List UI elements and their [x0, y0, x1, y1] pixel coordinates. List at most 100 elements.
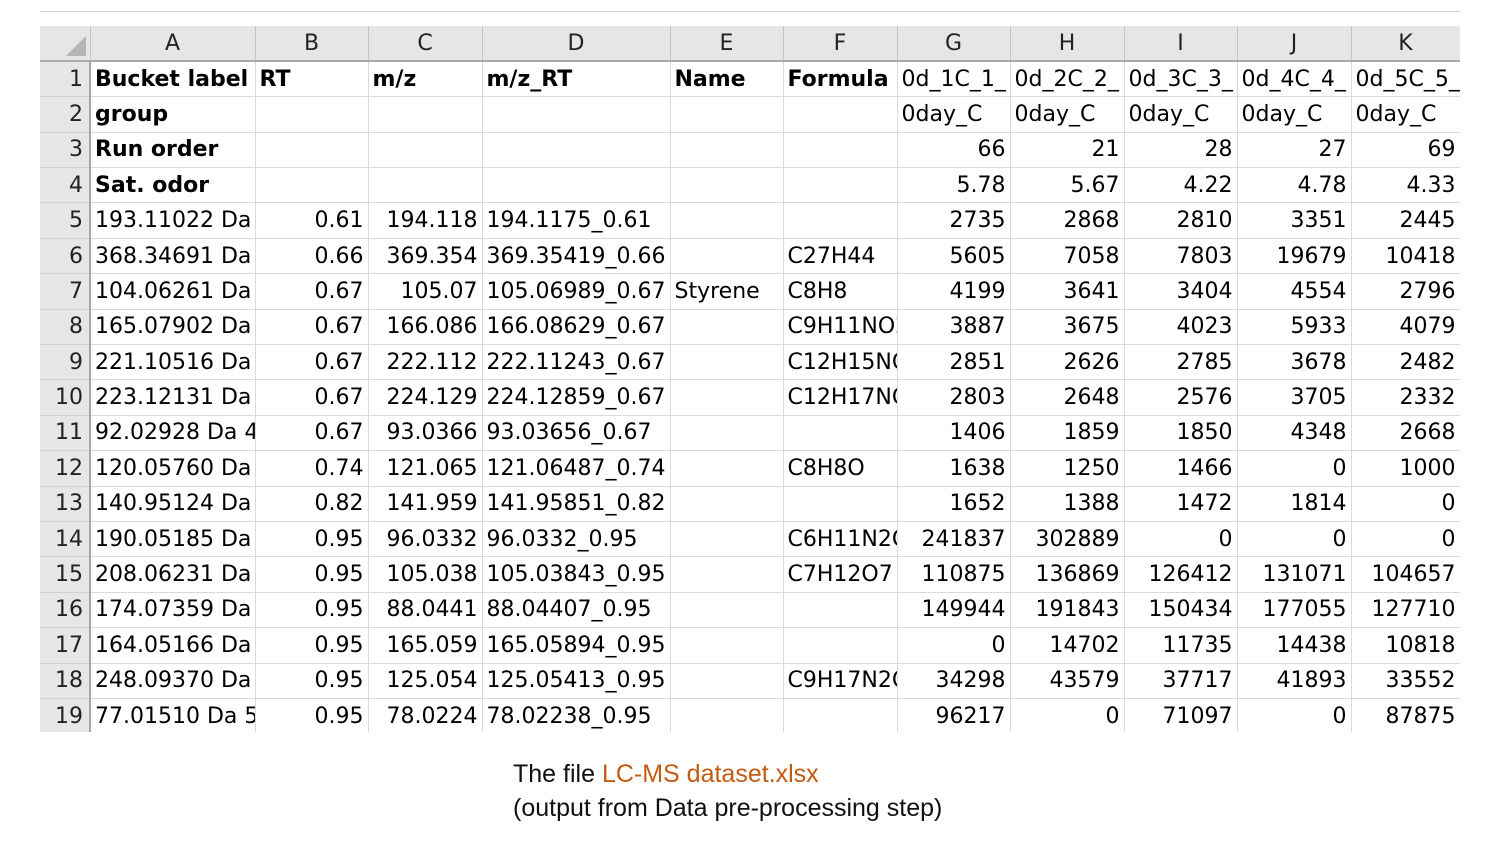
cell-d1[interactable]: m/z_RT [482, 61, 671, 98]
cell-b10[interactable]: 0.67 [255, 379, 369, 416]
cell-a10[interactable]: 223.12131 Da 4 [90, 379, 256, 416]
cell-d12[interactable]: 121.06487_0.74 [482, 450, 671, 487]
cell-f12[interactable]: C8H8O [783, 450, 898, 487]
cell-b8[interactable]: 0.67 [255, 309, 369, 346]
cell-d19[interactable]: 78.02238_0.95 [482, 698, 671, 732]
cell-i11[interactable]: 1850 [1124, 415, 1238, 452]
cell-i1[interactable]: 0d_3C_3_ [1124, 61, 1238, 98]
cell-b6[interactable]: 0.66 [255, 238, 369, 275]
cell-j18[interactable]: 41893 [1237, 663, 1352, 699]
cell-h7[interactable]: 3641 [1010, 273, 1125, 310]
cell-a9[interactable]: 221.10516 Da 4 [90, 344, 256, 381]
cell-d5[interactable]: 194.1175_0.61 [482, 202, 671, 239]
cell-h1[interactable]: 0d_2C_2_ [1010, 61, 1125, 98]
cell-j13[interactable]: 1814 [1237, 486, 1352, 522]
cell-d6[interactable]: 369.35419_0.66 [482, 238, 671, 275]
cell-h2[interactable]: 0day_C [1010, 96, 1125, 133]
cell-c12[interactable]: 121.065 [368, 450, 483, 487]
cell-h19[interactable]: 0 [1010, 698, 1125, 732]
cell-c15[interactable]: 105.038 [368, 556, 483, 593]
cell-a1[interactable]: Bucket label [90, 61, 256, 98]
cell-i2[interactable]: 0day_C [1124, 96, 1238, 133]
cell-f17[interactable] [783, 627, 898, 664]
cell-a11[interactable]: 92.02928 Da 40 [90, 415, 256, 452]
cell-f9[interactable]: C12H15NO [783, 344, 898, 381]
cell-j9[interactable]: 3678 [1237, 344, 1352, 381]
cell-a15[interactable]: 208.06231 Da 5 [90, 556, 256, 593]
column-header-j[interactable]: J [1237, 26, 1352, 63]
cell-g13[interactable]: 1652 [897, 486, 1011, 522]
row-header[interactable]: 16 [40, 592, 91, 629]
column-header-h[interactable]: H [1010, 26, 1125, 63]
cell-k9[interactable]: 2482 [1351, 344, 1460, 381]
cell-k19[interactable]: 87875 [1351, 698, 1460, 732]
cell-f13[interactable] [783, 486, 898, 522]
cell-i19[interactable]: 71097 [1124, 698, 1238, 732]
cell-j1[interactable]: 0d_4C_4_ [1237, 61, 1352, 98]
cell-e15[interactable] [670, 556, 784, 593]
cell-e14[interactable] [670, 521, 784, 558]
cell-c16[interactable]: 88.0441 [368, 592, 483, 629]
cell-e5[interactable] [670, 202, 784, 239]
cell-c6[interactable]: 369.354 [368, 238, 483, 275]
cell-c2[interactable] [368, 96, 483, 133]
cell-a8[interactable]: 165.07902 Da 4 [90, 309, 256, 346]
cell-c19[interactable]: 78.0224 [368, 698, 483, 732]
cell-d7[interactable]: 105.06989_0.67 [482, 273, 671, 310]
cell-b11[interactable]: 0.67 [255, 415, 369, 452]
cell-a13[interactable]: 140.95124 Da 4 [90, 486, 256, 522]
cell-a14[interactable]: 190.05185 Da 5 [90, 521, 256, 558]
cell-k18[interactable]: 33552 [1351, 663, 1460, 699]
cell-j12[interactable]: 0 [1237, 450, 1352, 487]
cell-k1[interactable]: 0d_5C_5_ [1351, 61, 1460, 98]
row-header[interactable]: 9 [40, 344, 91, 381]
cell-f3[interactable] [783, 132, 898, 169]
cell-h13[interactable]: 1388 [1010, 486, 1125, 522]
cell-g4[interactable]: 5.78 [897, 167, 1011, 204]
row-header[interactable]: 11 [40, 415, 91, 452]
cell-a2[interactable]: group [90, 96, 256, 133]
cell-k4[interactable]: 4.33 [1351, 167, 1460, 204]
cell-h11[interactable]: 1859 [1010, 415, 1125, 452]
cell-j10[interactable]: 3705 [1237, 379, 1352, 416]
cell-k13[interactable]: 0 [1351, 486, 1460, 522]
cell-d13[interactable]: 141.95851_0.82 [482, 486, 671, 522]
cell-b7[interactable]: 0.67 [255, 273, 369, 310]
cell-c3[interactable] [368, 132, 483, 169]
cell-h8[interactable]: 3675 [1010, 309, 1125, 346]
cell-f5[interactable] [783, 202, 898, 239]
cell-d9[interactable]: 222.11243_0.67 [482, 344, 671, 381]
cell-g1[interactable]: 0d_1C_1_ [897, 61, 1011, 98]
cell-j11[interactable]: 4348 [1237, 415, 1352, 452]
cell-g9[interactable]: 2851 [897, 344, 1011, 381]
cell-a18[interactable]: 248.09370 Da 5 [90, 663, 256, 699]
cell-g10[interactable]: 2803 [897, 379, 1011, 416]
cell-i6[interactable]: 7803 [1124, 238, 1238, 275]
cell-d3[interactable] [482, 132, 671, 169]
cell-i16[interactable]: 150434 [1124, 592, 1238, 629]
cell-e16[interactable] [670, 592, 784, 629]
cell-g14[interactable]: 241837 [897, 521, 1011, 558]
cell-a12[interactable]: 120.05760 Da 4 [90, 450, 256, 487]
cell-c4[interactable] [368, 167, 483, 204]
cell-k14[interactable]: 0 [1351, 521, 1460, 558]
row-header[interactable]: 3 [40, 132, 91, 169]
cell-h14[interactable]: 302889 [1010, 521, 1125, 558]
column-header-f[interactable]: F [783, 26, 898, 63]
cell-k7[interactable]: 2796 [1351, 273, 1460, 310]
cell-i17[interactable]: 11735 [1124, 627, 1238, 664]
cell-j4[interactable]: 4.78 [1237, 167, 1352, 204]
column-header-g[interactable]: G [897, 26, 1011, 63]
cell-a5[interactable]: 193.11022 Da 3 [90, 202, 256, 239]
cell-c7[interactable]: 105.07 [368, 273, 483, 310]
cell-d10[interactable]: 224.12859_0.67 [482, 379, 671, 416]
row-header[interactable]: 14 [40, 521, 91, 558]
cell-a17[interactable]: 164.05166 Da 5 [90, 627, 256, 664]
cell-c11[interactable]: 93.0366 [368, 415, 483, 452]
cell-i15[interactable]: 126412 [1124, 556, 1238, 593]
row-header[interactable]: 8 [40, 309, 91, 346]
row-header[interactable]: 5 [40, 202, 91, 239]
column-header-b[interactable]: B [255, 26, 369, 63]
cell-k8[interactable]: 4079 [1351, 309, 1460, 346]
